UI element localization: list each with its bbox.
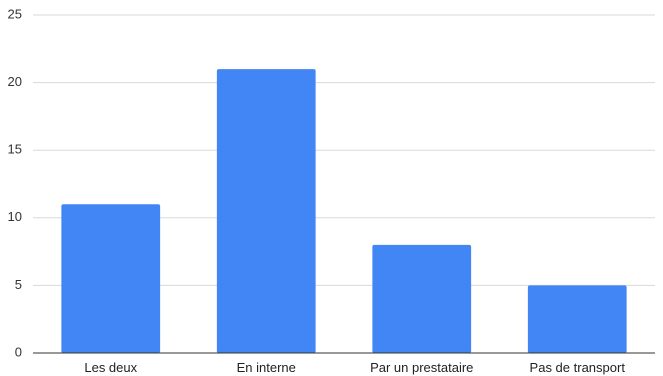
y-axis-ticks: 0 5 10 15 20 25 [8,6,22,359]
x-tick-label: Les deux [84,360,137,375]
bar [527,285,627,353]
y-tick-label: 20 [8,74,22,89]
x-tick-label: Pas de transport [530,360,626,375]
bar [216,69,316,353]
y-tick-label: 15 [8,142,22,157]
x-tick-label: Par un prestataire [370,360,473,375]
bar [372,244,472,353]
x-tick-label: En interne [237,360,296,375]
x-axis-ticks: Les deux En interne Par un prestataire Pas … [84,360,625,375]
y-tick-label: 5 [15,277,22,292]
bars [61,69,627,353]
bar [61,204,161,353]
y-tick-label: 0 [15,344,22,359]
y-tick-label: 10 [8,209,22,224]
y-tick-label: 25 [8,6,22,21]
